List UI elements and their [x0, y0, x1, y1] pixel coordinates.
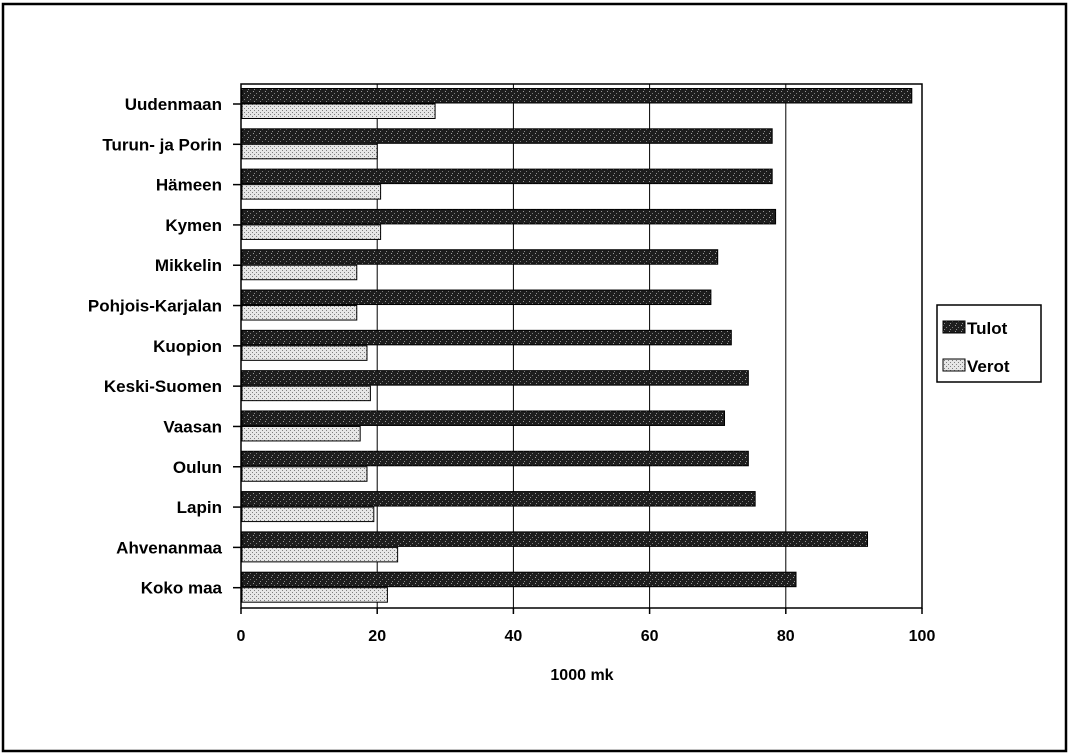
- bar-verot: [241, 224, 382, 240]
- category-label: Ahvenanmaa: [116, 538, 222, 557]
- bar-tulot: [241, 410, 726, 426]
- bar-tulot: [241, 88, 913, 104]
- category-label: Pohjois-Karjalan: [88, 297, 222, 316]
- bar-tulot: [241, 491, 756, 507]
- category-axis: Uudenmaan Turun- ja Porin Hämeen Kymen Mikke…: [88, 95, 241, 598]
- category-label: Kymen: [165, 216, 222, 235]
- category-label: Keski-Suomen: [104, 377, 222, 396]
- bar-tulot: [241, 168, 773, 185]
- bar-tulot: [241, 289, 712, 306]
- category-label: Koko maa: [141, 579, 223, 598]
- bar-verot: [241, 103, 436, 119]
- bar-verot: [241, 305, 358, 321]
- bar-tulot: [241, 531, 869, 547]
- bar-verot: [241, 466, 368, 482]
- bar-verot: [241, 143, 378, 160]
- bar-verot: [241, 385, 371, 402]
- x-tick-label: 100: [909, 628, 936, 645]
- bar-verot: [241, 264, 358, 281]
- bar-verot: [241, 184, 382, 200]
- bar-tulot: [241, 370, 749, 386]
- bar-verot: [241, 425, 361, 442]
- x-tick-label: 20: [368, 628, 386, 645]
- bar-tulot: [241, 571, 797, 588]
- bar-tulot: [241, 208, 777, 225]
- bar-verot: [241, 546, 399, 563]
- legend-swatch-tulot: [942, 320, 966, 334]
- bar-verot: [241, 587, 388, 603]
- legend-label-tulot: Tulot: [967, 319, 1008, 338]
- category-label: Mikkelin: [155, 256, 222, 275]
- bar-tulot: [241, 128, 773, 144]
- x-tick-label: 0: [237, 628, 246, 645]
- bar-tulot: [241, 450, 749, 467]
- category-label: Oulun: [173, 458, 222, 477]
- legend-label-verot: Verot: [967, 357, 1010, 376]
- bar-verot: [241, 345, 368, 361]
- x-tick-label: 60: [641, 628, 659, 645]
- category-label: Turun- ja Porin: [102, 135, 222, 154]
- x-tick-label: 80: [777, 628, 795, 645]
- category-label: Kuopion: [153, 337, 222, 356]
- x-axis-title: 1000 mk: [550, 667, 613, 684]
- category-label: Hämeen: [156, 176, 222, 195]
- legend: Tulot Verot: [936, 304, 1042, 383]
- bars: [241, 88, 913, 603]
- bar-verot: [241, 506, 375, 523]
- bar-tulot: [241, 329, 732, 346]
- category-label: Uudenmaan: [125, 95, 222, 114]
- category-label: Lapin: [177, 498, 222, 517]
- bar-tulot: [241, 249, 719, 265]
- legend-swatch-verot: [942, 358, 966, 372]
- value-axis: 0 20 40 60 80 100: [237, 608, 936, 645]
- category-label: Vaasan: [163, 417, 222, 436]
- x-tick-label: 40: [505, 628, 523, 645]
